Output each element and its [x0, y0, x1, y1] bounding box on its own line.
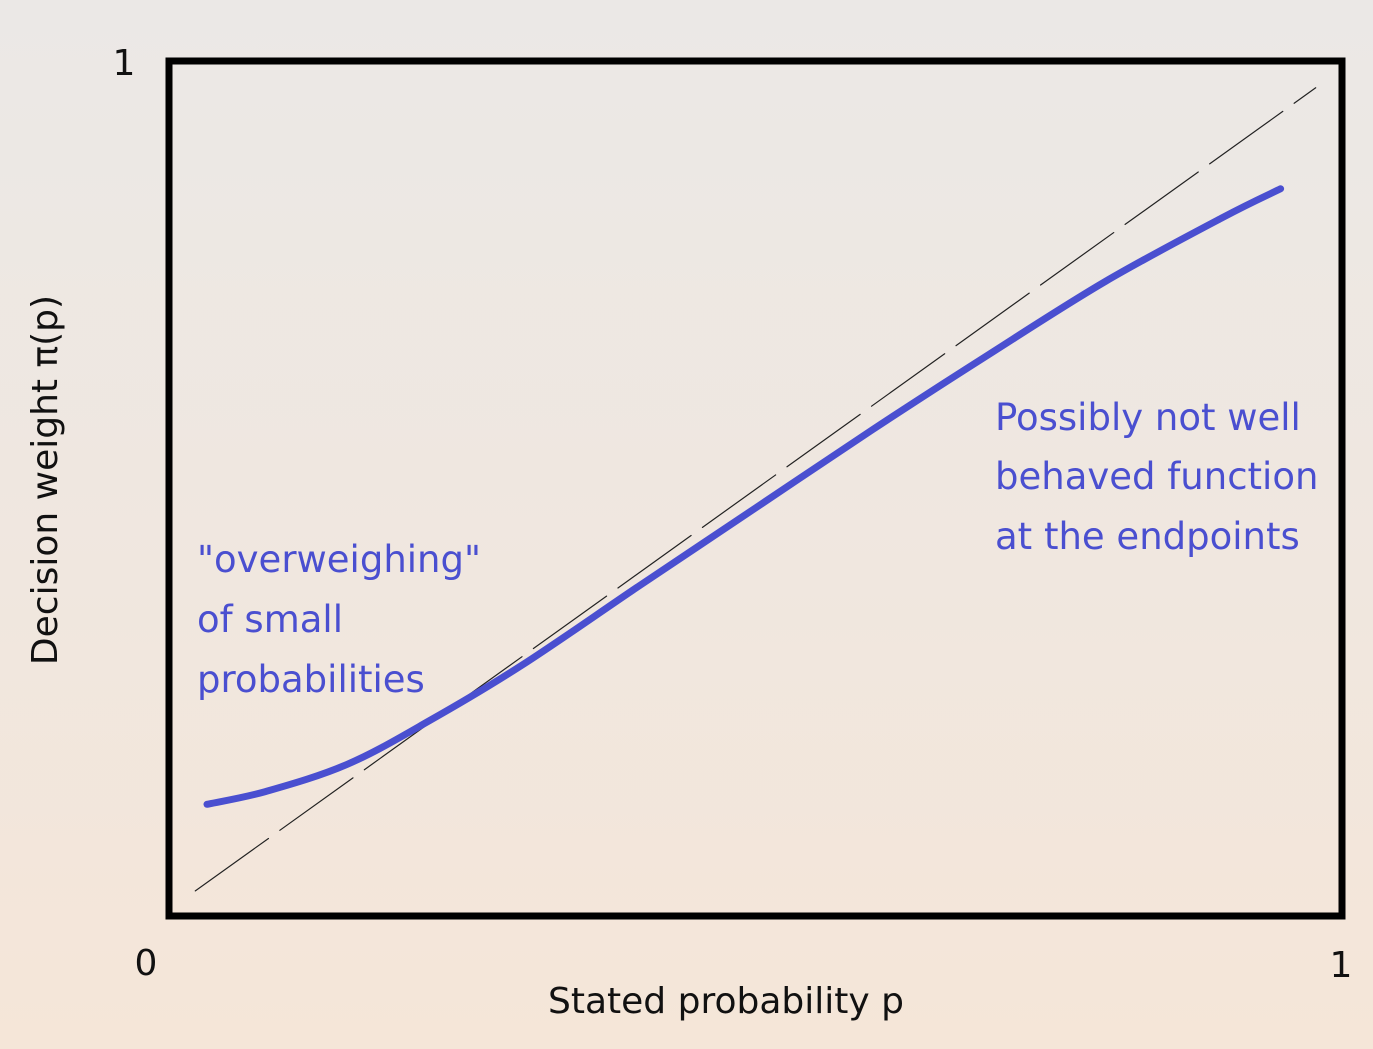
- x-tick-label-1: 1: [1330, 945, 1353, 986]
- x-axis-title: Stated probability p: [548, 981, 904, 1022]
- identity-reference-line: [194, 87, 1317, 892]
- annotation-endpoints-line-2: behaved function: [995, 455, 1318, 498]
- annotation-endpoints-line-1: Possibly not well: [995, 396, 1301, 439]
- annotation-overweighing: "overweighing" of small probabilities: [197, 538, 481, 701]
- x-tick-label-0: 0: [135, 943, 158, 984]
- annotation-overweighing-line-3: probabilities: [197, 658, 425, 701]
- annotation-overweighing-line-2: of small: [197, 598, 343, 641]
- decision-weight-curve: [203, 185, 1285, 808]
- annotation-overweighing-line-1: "overweighing": [197, 538, 481, 581]
- annotation-endpoints-line-3: at the endpoints: [995, 515, 1300, 558]
- series-layer: [194, 87, 1317, 892]
- y-tick-label-1: 1: [113, 43, 136, 84]
- annotation-endpoints: Possibly not well behaved function at th…: [995, 396, 1318, 558]
- plot-frame: [165, 57, 1346, 920]
- y-axis-title: Decision weight π(p): [25, 295, 66, 665]
